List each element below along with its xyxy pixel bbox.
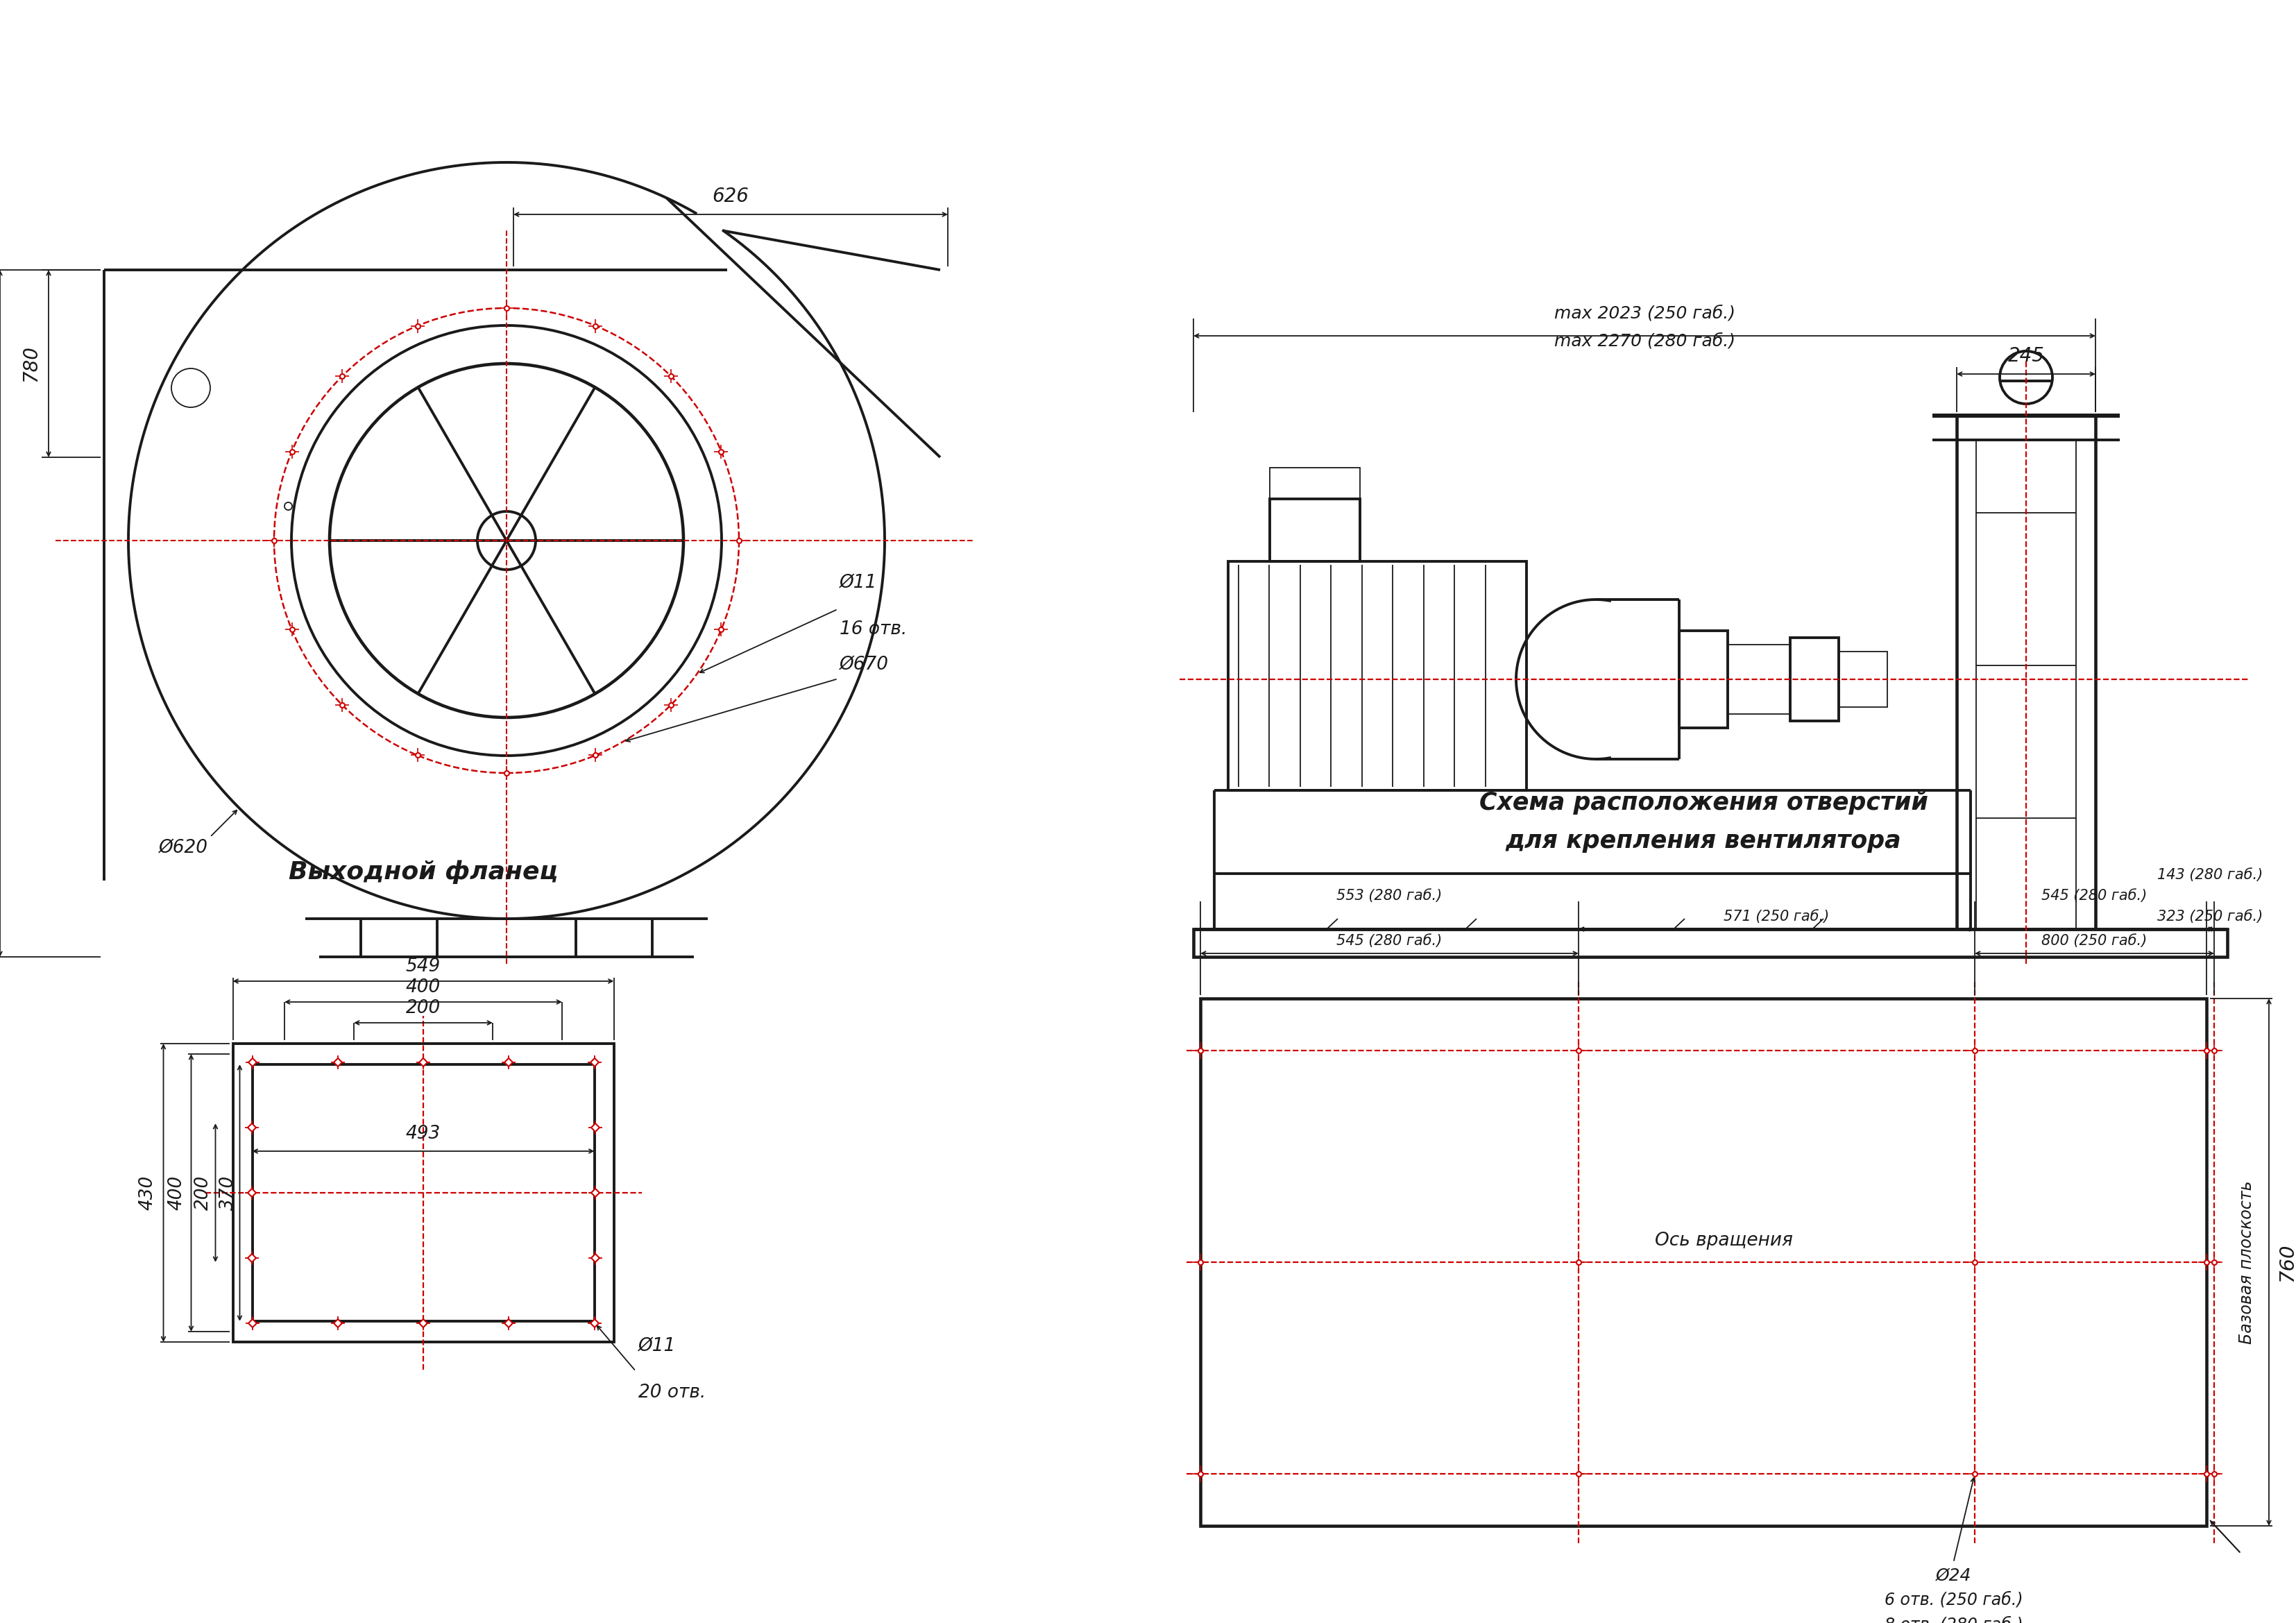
Text: Ø620: Ø620 bbox=[158, 839, 209, 857]
Text: max 2270 (280 габ.): max 2270 (280 габ.) bbox=[1554, 333, 1736, 349]
Bar bbox=[1228, 562, 1527, 790]
Bar bbox=[253, 1065, 595, 1321]
Text: Ø11: Ø11 bbox=[638, 1337, 675, 1355]
Text: 245: 245 bbox=[2007, 346, 2043, 365]
Text: 493: 493 bbox=[406, 1125, 441, 1143]
Text: 780: 780 bbox=[21, 346, 41, 381]
Bar bbox=[1194, 928, 2227, 958]
Text: Ø670: Ø670 bbox=[840, 656, 889, 675]
Bar bbox=[1727, 644, 1791, 714]
Bar bbox=[1201, 998, 2206, 1526]
Text: для крепления вентилятора: для крепления вентилятора bbox=[1506, 829, 1901, 852]
Bar bbox=[232, 1044, 613, 1342]
Text: 800 (250 габ.): 800 (250 габ.) bbox=[2041, 933, 2147, 948]
Bar bbox=[1270, 467, 1359, 498]
Text: Ось вращения: Ось вращения bbox=[1655, 1232, 1793, 1250]
Text: 400: 400 bbox=[168, 1175, 186, 1211]
Text: 545 (280 габ.): 545 (280 габ.) bbox=[1336, 933, 1442, 948]
Text: max 2023 (250 габ.): max 2023 (250 габ.) bbox=[1554, 305, 1736, 321]
Text: Схема расположения отверстий: Схема расположения отверстий bbox=[1479, 790, 1929, 815]
Text: 760: 760 bbox=[2278, 1243, 2296, 1282]
Text: Ø24: Ø24 bbox=[1936, 1568, 1972, 1584]
Text: 430: 430 bbox=[138, 1175, 156, 1211]
Text: 370: 370 bbox=[218, 1175, 236, 1211]
Text: 143 (280 габ.): 143 (280 габ.) bbox=[2158, 868, 2264, 881]
Text: 400: 400 bbox=[406, 979, 441, 997]
Text: Ø11: Ø11 bbox=[840, 575, 877, 592]
Bar bbox=[1678, 631, 1727, 727]
Text: 626: 626 bbox=[712, 187, 748, 206]
Text: 20 отв.: 20 отв. bbox=[638, 1384, 705, 1402]
Text: 200: 200 bbox=[193, 1175, 211, 1211]
Text: 200: 200 bbox=[406, 1000, 441, 1018]
Bar bbox=[1270, 498, 1359, 562]
Text: 6 отв. (250 габ.): 6 отв. (250 габ.) bbox=[1885, 1592, 2023, 1608]
Text: Выходной фланец: Выходной фланец bbox=[289, 860, 558, 885]
Text: Базовая плоскость: Базовая плоскость bbox=[2239, 1180, 2255, 1344]
Text: 16 отв.: 16 отв. bbox=[840, 620, 907, 638]
Text: 549: 549 bbox=[406, 958, 441, 975]
Text: 571 (250 габ.): 571 (250 габ.) bbox=[1724, 909, 1830, 923]
Text: 553 (280 габ.): 553 (280 габ.) bbox=[1336, 889, 1442, 902]
Text: 323 (250 габ.): 323 (250 габ.) bbox=[2158, 909, 2264, 923]
Text: 545 (280 габ.): 545 (280 габ.) bbox=[2041, 889, 2147, 902]
Bar bbox=[1839, 651, 1887, 708]
Bar bbox=[1215, 873, 1970, 928]
Text: 8 отв. (280 габ.): 8 отв. (280 габ.) bbox=[1885, 1617, 2023, 1623]
Bar bbox=[1791, 638, 1839, 721]
